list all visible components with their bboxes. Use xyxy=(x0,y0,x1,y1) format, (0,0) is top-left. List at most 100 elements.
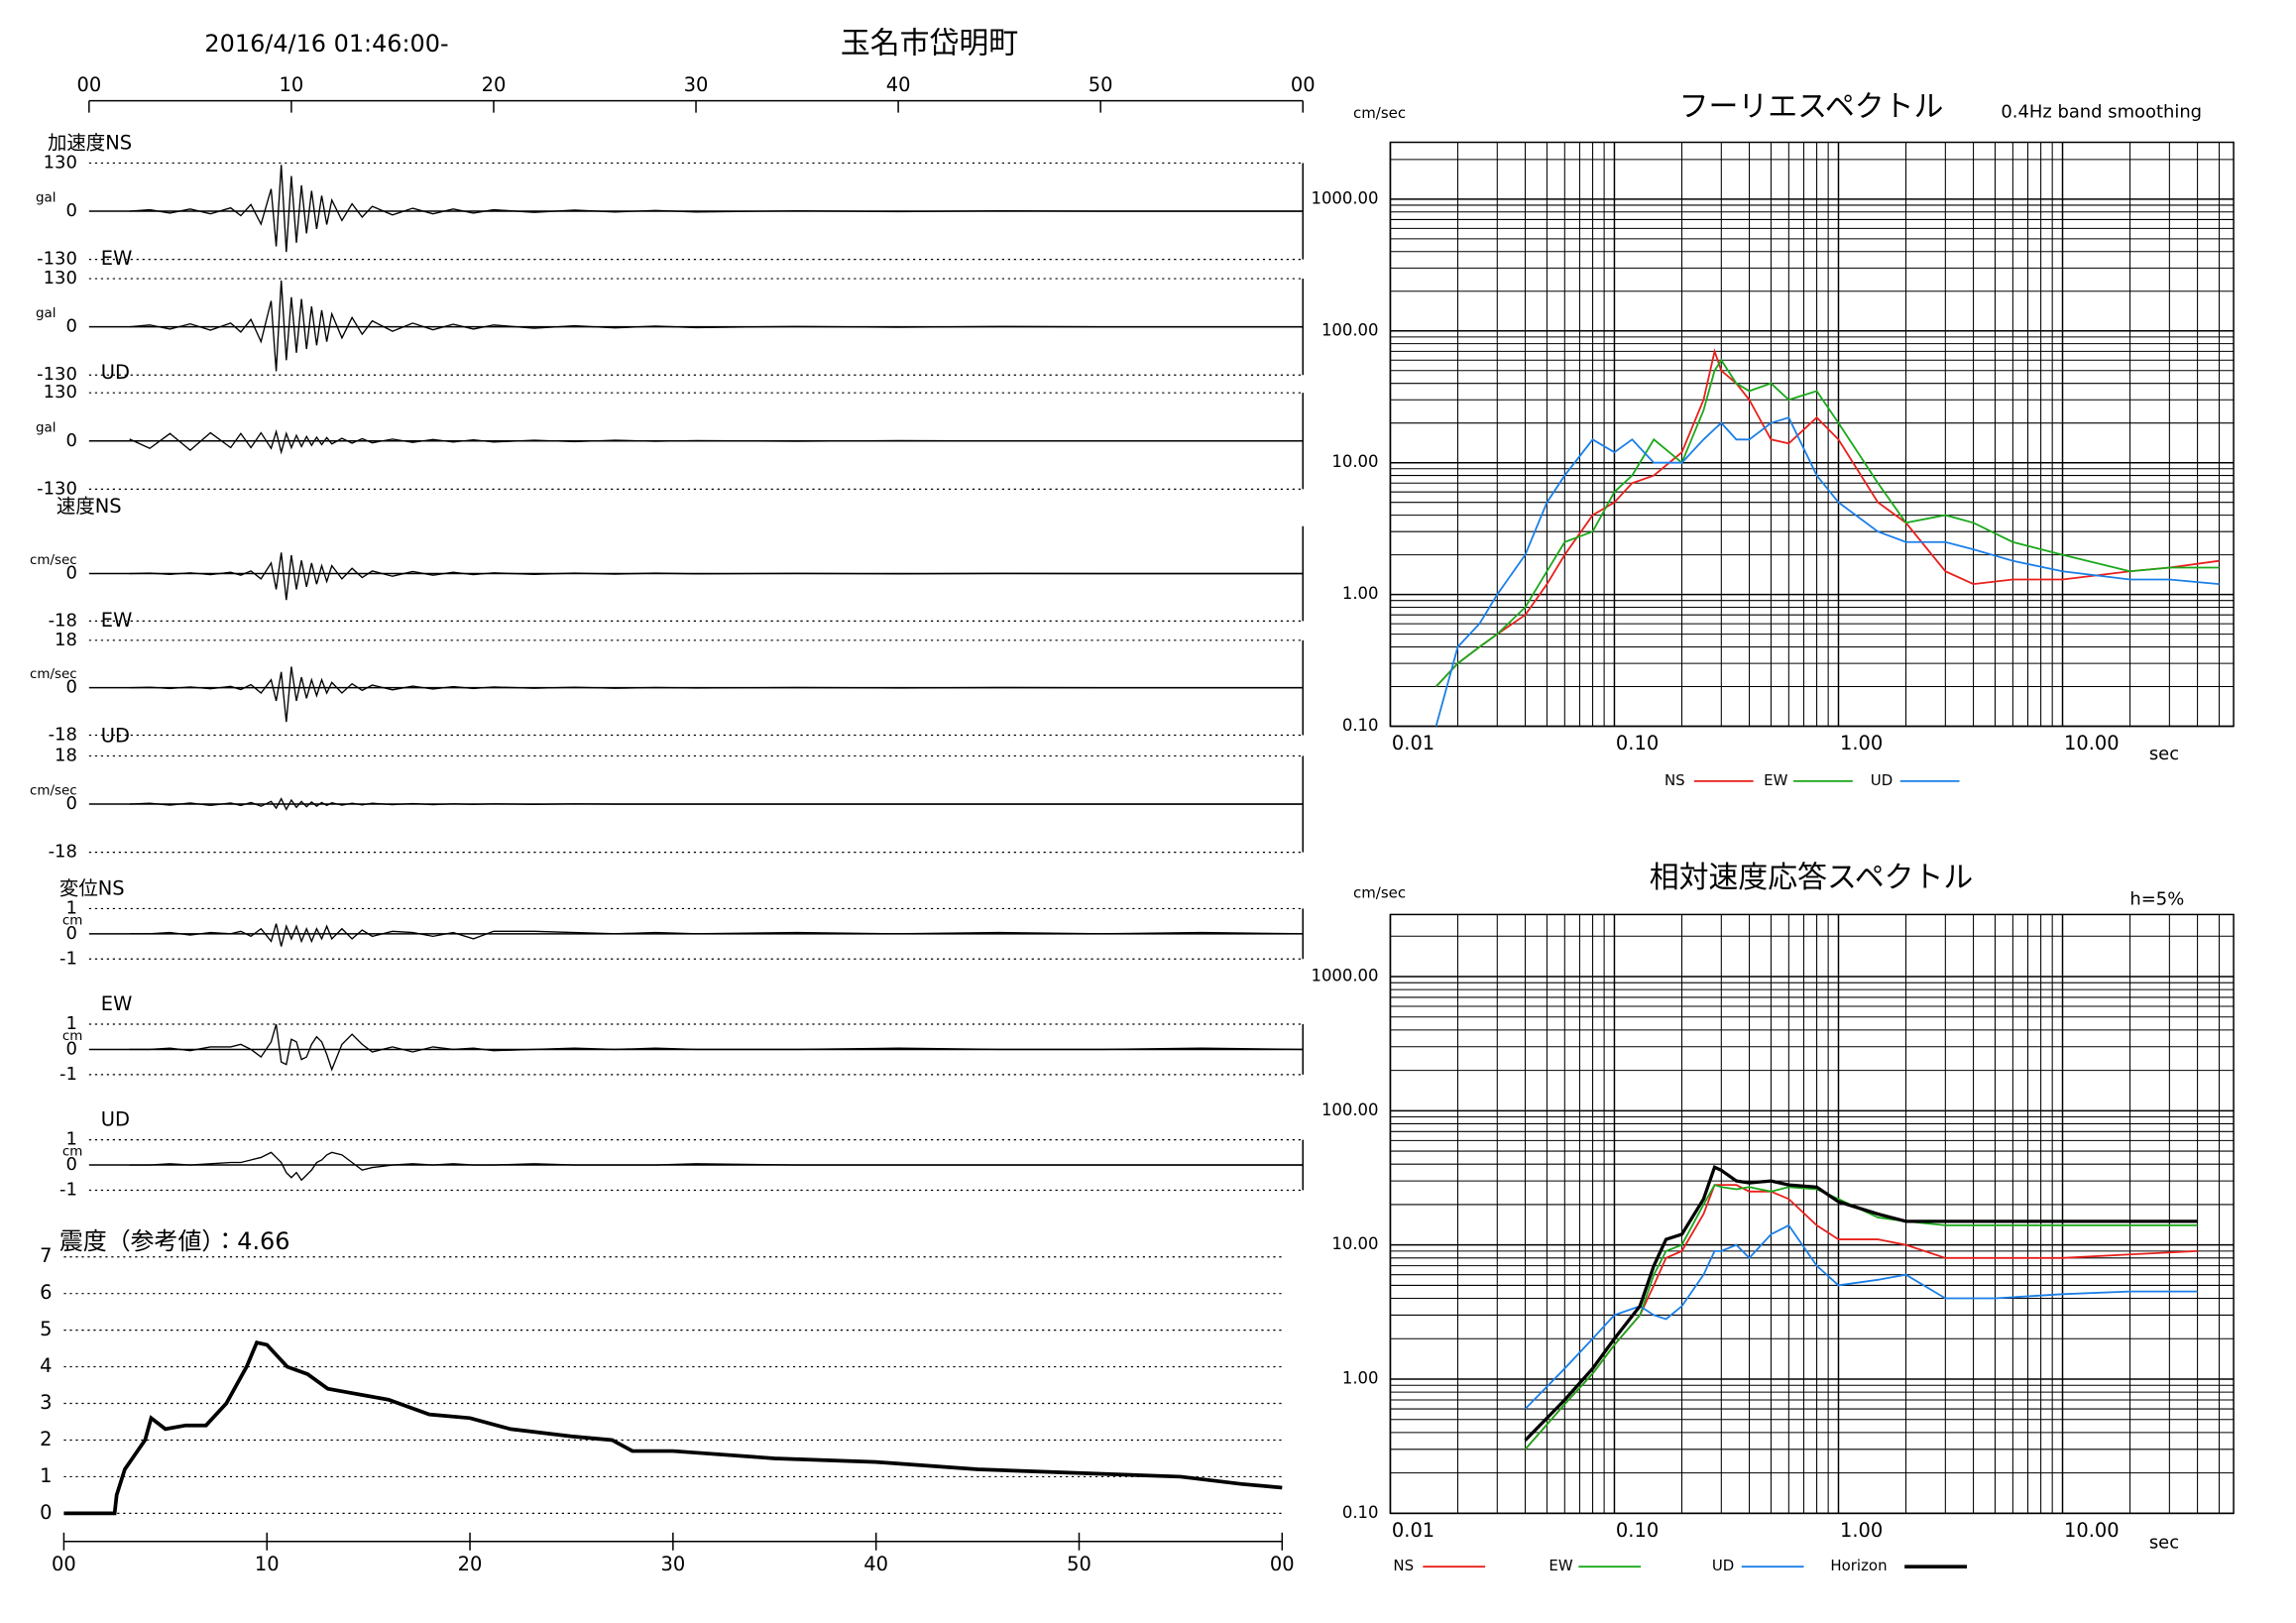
y-tick-label: 0.10 xyxy=(1342,716,1379,735)
y-tick-label: 1 xyxy=(65,1013,76,1034)
panel-label: 変位NS xyxy=(59,876,125,899)
y-tick-label: -1 xyxy=(59,948,77,969)
unit-label: gal xyxy=(36,306,57,321)
x-tick-label: 1.00 xyxy=(1840,1519,1883,1542)
y-tick-label: 10.00 xyxy=(1331,452,1378,471)
panel-label: EW xyxy=(101,992,132,1015)
unit-label: cm xyxy=(62,913,82,928)
unit-label: cm xyxy=(62,1029,82,1044)
y-tick-label: -18 xyxy=(49,725,77,746)
station-title: 玉名市岱明町 xyxy=(841,26,1018,60)
waveform xyxy=(129,165,1304,253)
y-tick-label: 5 xyxy=(40,1318,52,1340)
legend-label: UD xyxy=(1871,771,1893,789)
y-tick-label: 1 xyxy=(65,897,76,918)
unit-label: cm/sec xyxy=(30,553,77,568)
x-tick-label: 50 xyxy=(1089,73,1113,96)
x-tick-label: 30 xyxy=(684,73,709,96)
y-tick-label: 3 xyxy=(40,1391,52,1414)
y-tick-label: 0 xyxy=(65,923,76,944)
x-tick-label: 00 xyxy=(1291,73,1316,96)
waveform xyxy=(129,428,1304,455)
y-tick-label: 1 xyxy=(65,1129,76,1150)
y-tick-label: 2 xyxy=(40,1428,52,1450)
y-tick-label: 0 xyxy=(65,200,76,221)
y-tick-label: 0 xyxy=(40,1501,52,1524)
unit-label: cm/sec xyxy=(30,784,77,799)
panel-label: UD xyxy=(101,361,130,384)
legend-label: EW xyxy=(1764,771,1787,789)
x-tick-label: 10 xyxy=(280,73,304,96)
unit-label: cm/sec xyxy=(30,667,77,682)
y-tick-label: 1.00 xyxy=(1342,584,1379,603)
x-tick-label: 20 xyxy=(458,1553,483,1575)
plot-frame xyxy=(1389,913,2235,1515)
x-tick-label: 0.01 xyxy=(1392,732,1435,754)
y-tick-label: 0 xyxy=(65,563,76,584)
x-tick-label: 1.00 xyxy=(1840,732,1883,754)
plot-frame xyxy=(1389,141,2235,728)
y-tick-label: 1.00 xyxy=(1342,1369,1379,1388)
fourier-y-label: cm/sec xyxy=(1353,104,1406,122)
legend-label: Horizon xyxy=(1830,1557,1887,1574)
spectrum-line xyxy=(1524,1164,2198,1442)
y-tick-label: 100.00 xyxy=(1321,1101,1379,1119)
y-tick-label: 130 xyxy=(44,152,77,173)
spectrum-line xyxy=(1524,1184,2198,1450)
y-tick-label: 130 xyxy=(44,268,77,289)
fourier-x-label: sec xyxy=(2149,744,2179,764)
legend-label: EW xyxy=(1549,1557,1572,1574)
waveform xyxy=(129,923,1304,947)
y-tick-label: 0 xyxy=(65,430,76,451)
waveform xyxy=(129,280,1304,372)
waveform xyxy=(129,797,1304,811)
x-tick-label: 00 xyxy=(1270,1553,1295,1575)
record-time: 2016/4/16 01:46:00- xyxy=(204,30,448,58)
x-tick-label: 40 xyxy=(886,73,911,96)
spectrum-line xyxy=(1435,358,2220,688)
y-tick-label: 0 xyxy=(65,1154,76,1175)
x-tick-label: 50 xyxy=(1067,1553,1091,1575)
response-x-label: sec xyxy=(2149,1532,2179,1553)
y-tick-label: 0 xyxy=(65,793,76,814)
panel-label: EW xyxy=(101,247,132,270)
y-tick-label: -1 xyxy=(59,1064,77,1085)
unit-label: gal xyxy=(36,420,57,435)
waveform xyxy=(129,1151,1304,1182)
y-tick-label: 1000.00 xyxy=(1311,188,1378,207)
y-tick-label: -1 xyxy=(59,1179,77,1200)
y-tick-label: 1000.00 xyxy=(1311,966,1378,985)
waveform xyxy=(129,666,1304,723)
intensity-line xyxy=(63,1340,1283,1516)
waveform xyxy=(129,1023,1304,1072)
panel-label: EW xyxy=(101,609,132,632)
y-tick-label: -18 xyxy=(49,610,77,631)
x-tick-label: 10 xyxy=(255,1553,280,1575)
x-tick-label: 10.00 xyxy=(2064,1519,2120,1542)
y-tick-label: 18 xyxy=(55,630,77,650)
legend-label: UD xyxy=(1712,1557,1734,1574)
x-tick-label: 10.00 xyxy=(2064,732,2120,754)
y-tick-label: 4 xyxy=(40,1354,52,1377)
spectrum-line xyxy=(1524,1223,2198,1410)
panel-label: 加速度NS xyxy=(48,132,132,155)
y-tick-label: 1 xyxy=(40,1464,52,1487)
response-title: 相対速度応答スペクトル xyxy=(1650,861,1974,895)
y-tick-label: 18 xyxy=(55,745,77,765)
y-tick-label: -18 xyxy=(49,842,77,863)
x-tick-label: 0.01 xyxy=(1392,1519,1435,1542)
y-tick-label: 0 xyxy=(65,1038,76,1059)
waveform xyxy=(129,552,1304,601)
response-annotation: h=5% xyxy=(2129,888,2184,909)
intensity-title: 震度（参考値）：4.66 xyxy=(59,1227,290,1255)
y-tick-label: -130 xyxy=(37,478,77,499)
x-tick-label: 40 xyxy=(863,1553,888,1575)
y-tick-label: 0 xyxy=(65,316,76,337)
x-tick-label: 00 xyxy=(52,1553,76,1575)
y-tick-label: 0.10 xyxy=(1342,1503,1379,1522)
legend-label: NS xyxy=(1665,771,1685,789)
y-tick-label: 100.00 xyxy=(1321,320,1379,339)
unit-label: cm xyxy=(62,1145,82,1160)
